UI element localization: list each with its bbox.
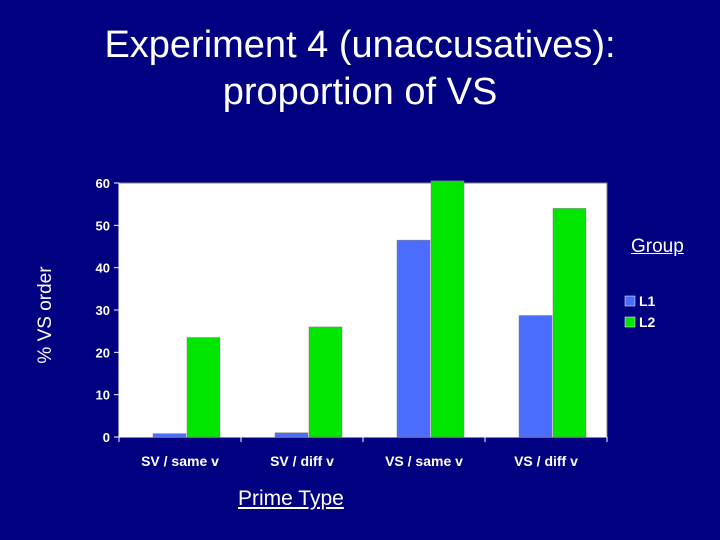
legend-swatch-l1 (624, 295, 636, 307)
x-tick-label: VS / diff v (514, 453, 578, 469)
bar-l2 (430, 180, 465, 438)
chart-title-line-2: proportion of VS (222, 71, 498, 113)
y-tick-label: 10 (96, 388, 110, 403)
legend-label-l1: L1 (639, 293, 656, 309)
bar-l2 (308, 326, 343, 438)
y-tick-label: 30 (96, 303, 110, 318)
x-tick-label: SV / same v (141, 453, 219, 469)
chart-title: Experiment 4 (unaccusatives): proportion… (0, 22, 720, 116)
bar-l2 (186, 337, 221, 438)
y-tick-label: 20 (96, 345, 110, 360)
x-axis-label: Prime Type (238, 487, 344, 510)
chart-title-line-1: Experiment 4 (unaccusatives): (104, 24, 616, 66)
y-tick-label: 60 (96, 176, 110, 191)
y-tick-label: 40 (96, 261, 110, 276)
bar-l1 (396, 239, 431, 438)
bar-l2 (552, 208, 587, 438)
bar-l1 (152, 433, 187, 438)
legend-swatch-l2 (624, 316, 636, 328)
y-tick-label: 0 (103, 430, 110, 445)
legend-label-l2: L2 (639, 314, 656, 330)
bar-l1 (274, 432, 309, 438)
y-tick-label: 50 (96, 218, 110, 233)
bar-l1 (518, 315, 553, 438)
x-tick-label: SV / diff v (270, 453, 334, 469)
x-tick-label: VS / same v (385, 453, 463, 469)
y-axis-label: % VS order (35, 266, 56, 364)
legend-title: Group (631, 236, 684, 257)
